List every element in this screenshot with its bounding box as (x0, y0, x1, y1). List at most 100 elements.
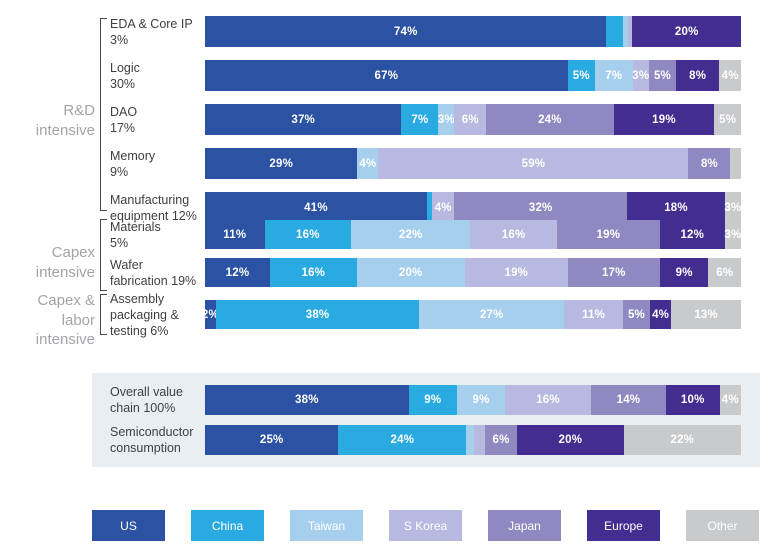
bar-segment-other: 22% (623, 425, 741, 455)
stacked-bar: 2% 38% 27% 11% 5% 4% 13% (201, 300, 741, 329)
bar-segment-us: 29% (205, 148, 358, 179)
bar-segment-taiwan: 3% (437, 104, 455, 135)
chart-row: Materials 5% 11% 16% 22% 16% 19% 12% 3% (0, 220, 784, 250)
bar-segment-europe: 20% (516, 425, 624, 455)
bar-segment-china: 16% (269, 258, 357, 287)
segment-value-label: 3% (632, 69, 650, 82)
segment-value-label: 20% (398, 266, 423, 279)
segment-value-label: 10% (680, 394, 705, 406)
row-label-line: 3% (110, 32, 129, 47)
segment-value-label: 25% (259, 434, 284, 446)
row-label: EDA & Core IP 3% (110, 16, 205, 48)
segment-value-label: 3% (437, 113, 455, 126)
segment-value-label: 6% (461, 113, 479, 126)
segment-value-label: 16% (296, 228, 320, 241)
segment-value-label: 4% (721, 394, 739, 406)
segment-value-label: 38% (295, 394, 319, 406)
bar-segment-taiwan: 4% (357, 148, 379, 179)
legend-item-s-korea: S Korea (389, 510, 462, 541)
bar-segment-japan: 14% (590, 385, 666, 415)
segment-value-label: 6% (492, 434, 510, 446)
bar-segment-japan: 17% (567, 258, 660, 287)
bar-segment-us: 12% (205, 258, 270, 287)
chart-row: Manufacturing equipment 12% 41% 4% 32% 18% 3% (0, 192, 784, 223)
segment-value-label: 20% (558, 434, 583, 446)
bar-segment-china: 5% (567, 60, 595, 91)
segment-value-label: 24% (538, 113, 562, 126)
segment-value-label: 16% (536, 394, 560, 406)
row-label-line: equipment 12% (110, 208, 197, 223)
bar-segment-japan: 6% (484, 425, 517, 455)
segment-value-label: 59% (521, 157, 546, 170)
segment-value-label: 14% (616, 394, 641, 406)
bar-segment-s-korea: 11% (564, 300, 624, 329)
segment-value-label: 27% (479, 308, 504, 321)
row-label: Overall value chain 100% (110, 384, 205, 416)
row-label-line: Wafer (110, 257, 143, 272)
legend-item-label: Taiwan (307, 518, 346, 533)
stacked-bar: 37% 7% 3% 6% 24% 19% 5% (205, 104, 741, 135)
stacked-bar: 41% 4% 32% 18% 3% (205, 192, 741, 223)
segment-value-label: 19% (504, 266, 529, 279)
chart-row: Memory 9% 29% 4% 59% 8% (0, 148, 784, 179)
segment-value-label: 5% (653, 69, 671, 82)
bar-segment-taiwan: 7% (594, 60, 633, 91)
bar-segment-europe: 4% (649, 300, 672, 329)
row-label: Assembly packaging & testing 6% (110, 291, 205, 339)
bar-segment-japan: 8% (688, 148, 731, 179)
bar-segment-taiwan: 20% (356, 258, 465, 287)
row-label: DAO 17% (110, 104, 205, 136)
stacked-bar: 38% 9% 9% 16% 14% 10% 4% (205, 385, 741, 415)
segment-value-label: 38% (305, 308, 330, 321)
group-bracket (100, 219, 107, 291)
bar-segment-japan: 5% (623, 300, 650, 329)
group-label-capex-labor-intensive: Capex & labor intensive (0, 291, 95, 350)
segment-value-label: 67% (374, 69, 399, 82)
row-label-line: 5% (110, 235, 129, 250)
row-label: Memory 9% (110, 148, 205, 180)
segment-value-label: 22% (670, 434, 695, 446)
row-label-line: DAO (110, 104, 138, 119)
segment-value-label: 12% (225, 266, 250, 279)
segment-value-label: 2% (201, 308, 219, 321)
stacked-bar: 25% 24% 6% 20% 22% (205, 425, 741, 455)
chart-row: Overall value chain 100% 38% 9% 9% 16% 14% 10% 4… (92, 385, 784, 415)
segment-value-label: 29% (269, 157, 293, 170)
row-label: Wafer fabrication 19% (110, 257, 205, 289)
group-label-capex-intensive: Capex intensive (0, 243, 95, 282)
segment-value-label: 7% (605, 69, 623, 82)
legend-item-china: China (191, 510, 264, 541)
bar-segment-europe: 18% (627, 192, 725, 223)
segment-value-label: 74% (393, 25, 418, 38)
segment-value-label: 18% (664, 201, 688, 214)
row-label-line: 9% (110, 164, 129, 179)
bar-segment-taiwan (622, 16, 629, 47)
bar-segment-china: 24% (338, 425, 467, 455)
bar-segment-other: 6% (708, 258, 741, 287)
segment-value-label: 4% (359, 157, 377, 170)
bar-segment-s-korea: 16% (470, 220, 557, 249)
legend-item-label: China (211, 518, 244, 533)
bar-segment-china: 7% (401, 104, 439, 135)
row-label-line: 30% (110, 76, 136, 91)
chart-row: Assembly packaging & testing 6% 2% 38% 27% 11%… (0, 292, 784, 338)
bar-segment-taiwan: 27% (419, 300, 565, 329)
chart-row: Logic 30% 67% 5% 7% 3% 5% 8% 4% (0, 60, 784, 91)
segment-value-label: 16% (501, 228, 526, 241)
segment-value-label: 19% (596, 228, 621, 241)
segment-value-label: 5% (572, 69, 590, 82)
group-bracket (100, 18, 107, 211)
bar-segment-other: 5% (714, 104, 741, 135)
segment-value-label: 8% (700, 157, 718, 170)
bar-segment-europe: 10% (665, 385, 720, 415)
segment-value-label: 19% (652, 113, 676, 126)
bar-segment-us: 38% (205, 385, 409, 415)
legend-item-label: Europe (604, 518, 643, 533)
chart-row: Semiconductor consumption 25% 24% 6% 20% 22% (92, 425, 784, 455)
legend-item-other: Other (686, 510, 759, 541)
segment-value-label: 13% (694, 308, 718, 321)
bar-segment-s-korea: 16% (505, 385, 591, 415)
bar-segment-s-korea: 4% (432, 192, 455, 223)
bar-segment-other: 3% (724, 220, 741, 249)
segment-value-label: 8% (689, 69, 707, 82)
